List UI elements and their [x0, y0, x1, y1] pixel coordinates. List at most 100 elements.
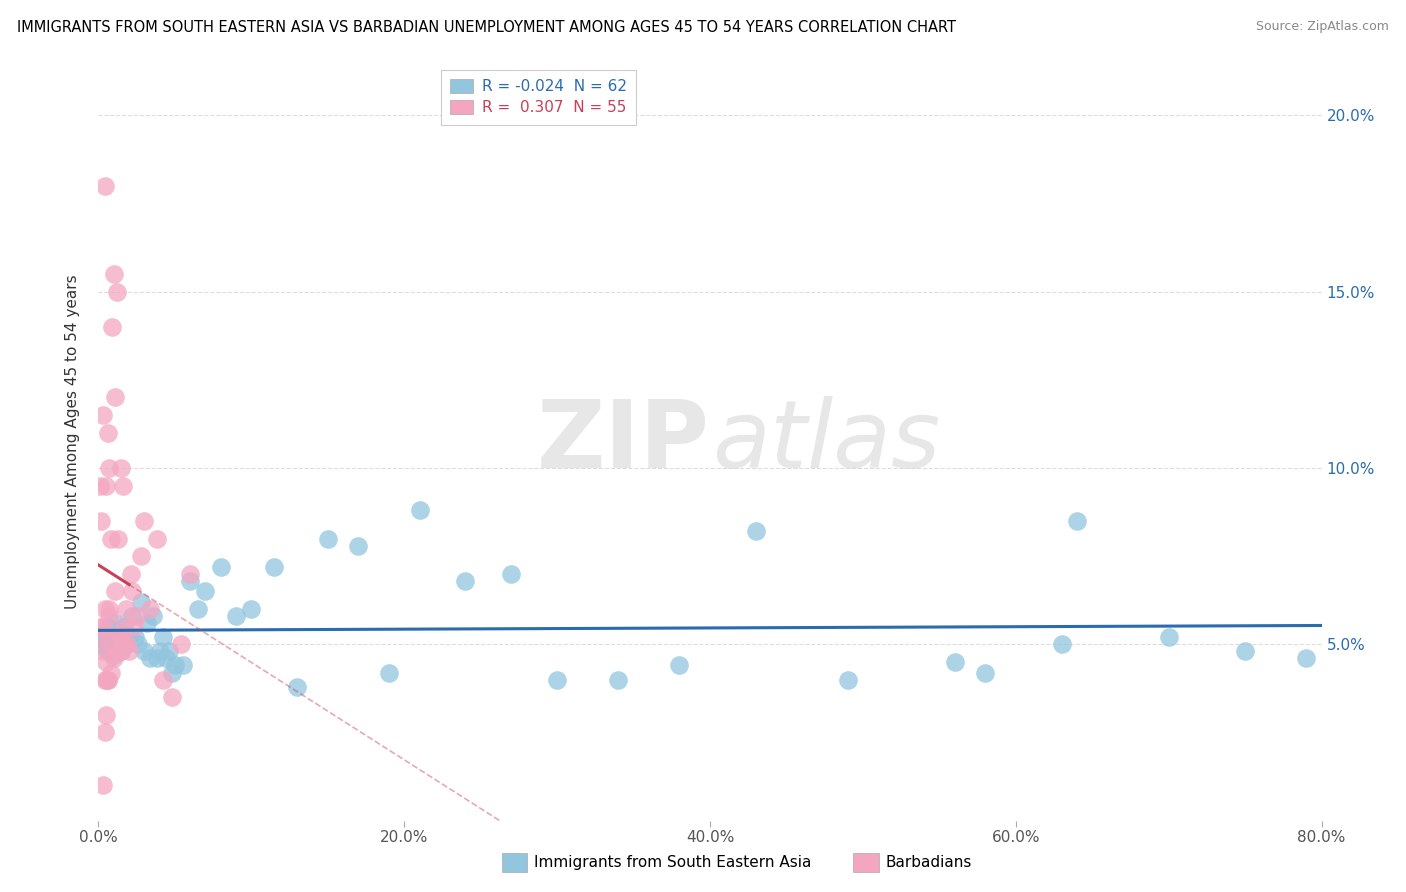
Point: [101, 637, 124, 651]
Point: [285, 680, 308, 694]
Point: [108, 626, 131, 640]
Point: [90, 630, 112, 644]
Point: [107, 630, 129, 644]
Point: [98, 461, 121, 475]
Point: [145, 532, 167, 546]
Point: [89, 630, 111, 644]
Point: [117, 637, 139, 651]
Point: [501, 566, 523, 581]
Point: [101, 637, 124, 651]
Point: [179, 566, 201, 581]
Text: Source: ZipAtlas.com: Source: ZipAtlas.com: [1256, 20, 1389, 33]
Point: [98, 644, 121, 658]
Point: [103, 651, 125, 665]
Legend: R = -0.024  N = 62, R =  0.307  N = 55: R = -0.024 N = 62, R = 0.307 N = 55: [441, 70, 637, 125]
Point: [974, 665, 997, 680]
Point: [121, 584, 143, 599]
Point: [91, 644, 114, 658]
Point: [91, 620, 114, 634]
Point: [107, 532, 129, 546]
Point: [104, 391, 127, 405]
Point: [139, 602, 162, 616]
Point: [118, 644, 141, 658]
Point: [129, 595, 152, 609]
Point: [97, 425, 120, 440]
Point: [125, 609, 148, 624]
Point: [347, 539, 370, 553]
Point: [91, 408, 114, 422]
Point: [90, 514, 112, 528]
Point: [179, 574, 201, 588]
Point: [134, 514, 156, 528]
Point: [943, 655, 966, 669]
Point: [98, 602, 121, 616]
Point: [110, 644, 132, 658]
Point: [94, 633, 117, 648]
Point: [97, 673, 120, 687]
Point: [91, 626, 114, 640]
Point: [152, 673, 174, 687]
Point: [118, 630, 141, 644]
Point: [127, 637, 149, 651]
Point: [89, 620, 111, 634]
Point: [93, 640, 115, 655]
Point: [103, 267, 125, 281]
Point: [149, 644, 172, 658]
Point: [1157, 630, 1180, 644]
Point: [93, 178, 115, 193]
Point: [104, 616, 127, 631]
Point: [100, 624, 122, 638]
Point: [152, 630, 174, 644]
Point: [225, 609, 247, 624]
Point: [122, 620, 145, 634]
Point: [111, 478, 134, 492]
Point: [745, 524, 768, 539]
Point: [93, 673, 115, 687]
Text: Immigrants from South Eastern Asia: Immigrants from South Eastern Asia: [534, 855, 811, 870]
Point: [94, 673, 117, 687]
Y-axis label: Unemployment Among Ages 45 to 54 years: Unemployment Among Ages 45 to 54 years: [65, 274, 80, 609]
Point: [105, 644, 128, 658]
Point: [94, 478, 117, 492]
Point: [93, 725, 115, 739]
Point: [170, 637, 193, 651]
Point: [115, 602, 138, 616]
Point: [454, 574, 477, 588]
Point: [160, 690, 183, 705]
Point: [121, 609, 143, 624]
Text: Barbadians: Barbadians: [886, 855, 972, 870]
Point: [115, 637, 138, 651]
Point: [668, 658, 690, 673]
Point: [110, 644, 132, 658]
Point: [124, 630, 146, 644]
Point: [100, 665, 122, 680]
Point: [163, 658, 186, 673]
Point: [117, 626, 139, 640]
Point: [93, 602, 115, 616]
Point: [91, 778, 114, 792]
Point: [105, 640, 128, 655]
Point: [1234, 644, 1257, 658]
Point: [209, 559, 232, 574]
Point: [129, 549, 152, 563]
Point: [97, 620, 120, 634]
Point: [157, 644, 180, 658]
Point: [107, 626, 129, 640]
Text: atlas: atlas: [713, 396, 941, 487]
Point: [837, 673, 859, 687]
Point: [160, 665, 183, 680]
Point: [263, 559, 285, 574]
Point: [94, 707, 117, 722]
Point: [187, 602, 209, 616]
Point: [136, 616, 159, 631]
Point: [316, 532, 339, 546]
Point: [408, 503, 430, 517]
Point: [546, 673, 568, 687]
Text: ZIP: ZIP: [537, 395, 710, 488]
Point: [134, 644, 156, 658]
Point: [194, 584, 217, 599]
Point: [1295, 651, 1317, 665]
Point: [240, 602, 263, 616]
Point: [172, 658, 194, 673]
Point: [104, 584, 127, 599]
